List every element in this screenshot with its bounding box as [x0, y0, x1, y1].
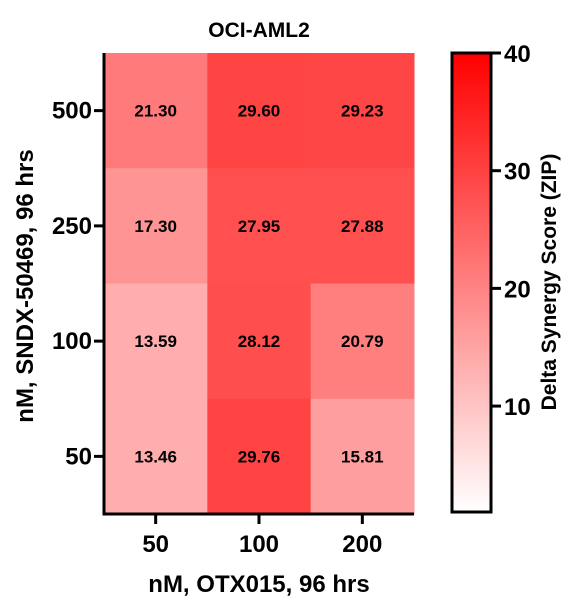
heatmap-cell [207, 53, 312, 169]
x-tick-label: 100 [239, 531, 279, 558]
x-tick-label: 200 [342, 531, 382, 558]
cell-value-label: 15.81 [341, 447, 384, 466]
colorbar-label: Delta Synergy Score (ZIP) [538, 154, 561, 411]
heatmap-cell [207, 283, 312, 400]
heatmap-cell [104, 283, 208, 400]
cell-value-label: 29.23 [341, 102, 384, 121]
y-tick-label: 250 [52, 213, 92, 240]
heatmap-cell [104, 398, 208, 515]
colorbar-tick-label: 40 [504, 41, 531, 68]
cell-value-label: 28.12 [238, 332, 281, 351]
heatmap-cells: 21.30 29.60 29.23 17.30 27.95 27.88 13.59 28.12… [104, 53, 415, 515]
x-tick-label: 50 [142, 531, 169, 558]
cell-value-label: 27.88 [341, 217, 384, 236]
y-tick-label: 100 [52, 328, 92, 355]
heatmap-cell [310, 168, 415, 284]
heatmap-cell [310, 283, 415, 400]
x-axis-label: nM, OTX015, 96 hrs [148, 571, 369, 598]
x-axis-ticks: 50 100 200 [142, 514, 382, 558]
colorbar-tick-label: 10 [504, 394, 531, 421]
cell-value-label: 13.59 [134, 332, 177, 351]
heatmap-cell [104, 168, 208, 284]
cell-value-label: 29.60 [238, 102, 281, 121]
colorbar: 10 20 30 40 [450, 41, 531, 514]
y-axis-label: nM, SNDX-50469, 96 hrs [12, 149, 39, 422]
cell-value-label: 17.30 [134, 217, 177, 236]
heatmap-cell [310, 53, 415, 169]
y-tick-label: 50 [65, 443, 92, 470]
heatmap-cell [207, 398, 312, 515]
heatmap-cell [310, 398, 415, 515]
y-tick-label: 500 [52, 98, 92, 125]
cell-value-label: 27.95 [238, 217, 281, 236]
y-axis-ticks: 500 250 100 50 [52, 98, 104, 470]
colorbar-gradient [450, 51, 493, 514]
cell-value-label: 20.79 [341, 332, 384, 351]
heatmap-cell [104, 53, 208, 169]
cell-value-label: 29.76 [238, 447, 281, 466]
cell-value-label: 13.46 [134, 447, 177, 466]
heatmap-cell [207, 168, 312, 284]
chart-title: OCI-AML2 [208, 19, 310, 42]
colorbar-tick-label: 20 [504, 276, 531, 303]
cell-value-label: 21.30 [134, 102, 177, 121]
colorbar-tick-label: 30 [504, 159, 531, 186]
